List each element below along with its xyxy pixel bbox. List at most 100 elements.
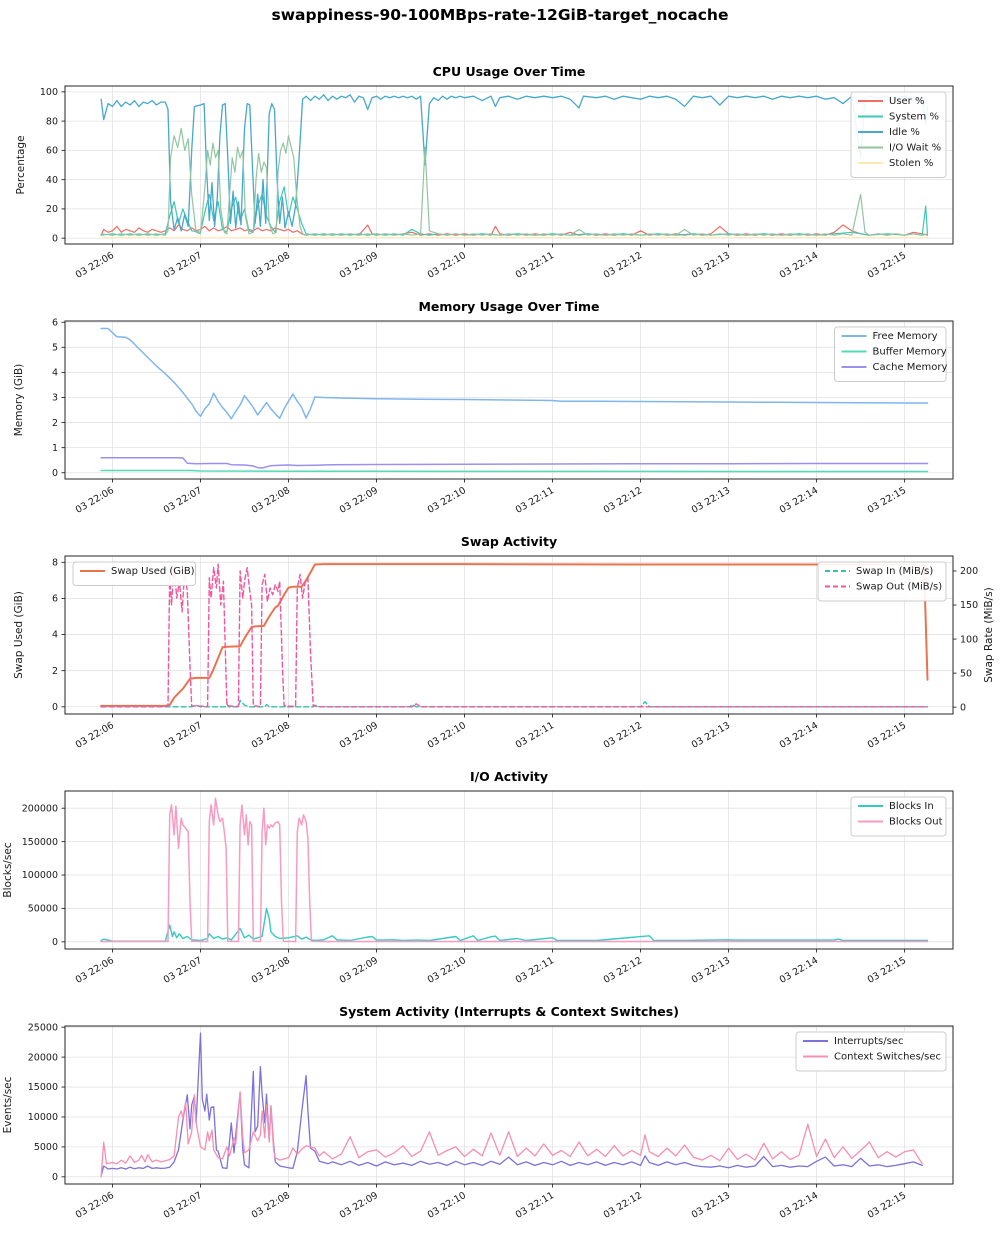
- legend-label-swap-in-mib-s: Swap In (MiB/s): [856, 566, 933, 577]
- x-tick-label: 03 22:10: [426, 485, 468, 516]
- sys-plot-svg: 03 22:06 03 22:07 03 22:08 03 22:09 03 22:10…: [2, 1004, 954, 1221]
- y-tick-label: 0: [52, 937, 58, 948]
- legend-label-context-switches-sec: Context Switches/sec: [834, 1052, 941, 1063]
- legend-label-i-o-wait: I/O Wait %: [889, 143, 941, 154]
- legend-label-system: System %: [889, 112, 939, 123]
- io-activity-chart: 03 22:06 03 22:07 03 22:08 03 22:09 03 22:10…: [0, 757, 1000, 997]
- y-tick-label: 6: [52, 317, 58, 328]
- axes-spines: [64, 555, 954, 715]
- y-tick-label: 200000: [22, 803, 58, 814]
- legend-label-free-memory: Free Memory: [873, 331, 938, 342]
- x-tick-label: 03 22:13: [690, 720, 732, 751]
- y-tick-label: 1: [52, 443, 58, 454]
- y-tick-label: 40: [46, 175, 58, 186]
- x-tick-label: 03 22:09: [338, 720, 380, 751]
- x-tick-label: 03 22:14: [778, 1190, 820, 1221]
- x-tick-label: 03 22:09: [338, 1190, 380, 1221]
- x-tick-label: 03 22:06: [74, 955, 116, 986]
- chart-title: System Activity (Interrupts & Context Sw…: [339, 1004, 679, 1019]
- x-tick-label: 03 22:11: [514, 250, 556, 281]
- y-tick-label: 60: [46, 146, 58, 157]
- x-tick-label: 03 22:11: [514, 485, 556, 516]
- y-tick-label: 0: [52, 468, 58, 479]
- y-tick-label: 100: [40, 87, 58, 98]
- x-tick-label: 03 22:15: [866, 1190, 908, 1221]
- legend-label-idle: Idle %: [889, 127, 920, 138]
- x-tick-label: 03 22:12: [602, 1190, 644, 1221]
- legend-label-interrupts-sec: Interrupts/sec: [834, 1036, 903, 1047]
- system-activity-chart: 03 22:06 03 22:07 03 22:08 03 22:09 03 22:10…: [0, 992, 1000, 1232]
- legend: Swap Used (GiB): [72, 561, 196, 586]
- x-tick-label: 03 22:09: [338, 485, 380, 516]
- series-line-swap-used-gib: [100, 563, 929, 707]
- y-tick-label: 8: [52, 558, 58, 569]
- y-tick-label: 80: [46, 116, 58, 127]
- x-tick-label: 03 22:12: [602, 720, 644, 751]
- y2-tick-label: 50: [960, 668, 972, 679]
- figure-suptitle: swappiness-90-100MBps-rate-12GiB-target_…: [271, 6, 729, 24]
- x-tick-label: 03 22:09: [338, 250, 380, 281]
- x-tick-label: 03 22:10: [426, 1190, 468, 1221]
- axes-spines: [64, 85, 954, 245]
- legend-label-blocks-in: Blocks In: [889, 801, 934, 812]
- y2-tick-label: 0: [960, 702, 966, 713]
- x-tick-label: 03 22:11: [514, 955, 556, 986]
- x-tick-label: 03 22:13: [690, 1190, 732, 1221]
- series-line-context-switches-sec: [100, 1091, 923, 1178]
- swap-plot-svg: 03 22:06 03 22:07 03 22:08 03 22:09 03 22:10…: [13, 534, 995, 751]
- legend-label-cache-memory: Cache Memory: [873, 362, 948, 373]
- y2-tick-label: 200: [960, 566, 978, 577]
- y-tick-label: 0: [52, 1172, 58, 1183]
- y-axis-label: Memory (GiB): [13, 364, 25, 437]
- chart-title: I/O Activity: [470, 769, 548, 784]
- y-tick-label: 5000: [34, 1142, 58, 1153]
- x-tick-label: 03 22:06: [74, 1190, 116, 1221]
- x-tick-label: 03 22:07: [162, 485, 204, 516]
- y-tick-label: 25000: [28, 1022, 58, 1033]
- axes-spines: [64, 320, 954, 480]
- x-tick-label: 03 22:13: [690, 250, 732, 281]
- legend: User % System % Idle % I/O Wait % Stolen %: [850, 91, 947, 178]
- y-axis-label: Events/sec: [2, 1076, 14, 1133]
- x-tick-label: 03 22:12: [602, 485, 644, 516]
- swap-activity-chart: 03 22:06 03 22:07 03 22:08 03 22:09 03 22:10…: [0, 522, 1000, 762]
- series-line-buffer-memory: [100, 469, 929, 473]
- x-tick-label: 03 22:11: [514, 1190, 556, 1221]
- x-tick-label: 03 22:08: [250, 485, 292, 516]
- x-tick-label: 03 22:15: [866, 720, 908, 751]
- y-axis-label: Blocks/sec: [2, 842, 14, 897]
- legend-label-buffer-memory: Buffer Memory: [873, 347, 947, 358]
- x-tick-label: 03 22:06: [74, 720, 116, 751]
- x-tick-label: 03 22:08: [250, 1190, 292, 1221]
- series-line-blocks-in: [100, 907, 929, 942]
- y-axis-label: Percentage: [15, 135, 27, 194]
- axes-spines: [64, 790, 954, 950]
- x-tick-label: 03 22:14: [778, 250, 820, 281]
- x-tick-label: 03 22:07: [162, 1190, 204, 1221]
- series-line-user: [100, 224, 929, 236]
- x-tick-label: 03 22:12: [602, 250, 644, 281]
- legend: Swap In (MiB/s) Swap Out (MiB/s): [817, 561, 947, 602]
- series-line-swap-in-mib-s: [100, 699, 929, 708]
- x-tick-label: 03 22:14: [778, 955, 820, 986]
- x-tick-label: 03 22:10: [426, 720, 468, 751]
- y-tick-label: 0: [52, 233, 58, 244]
- y-tick-label: 150000: [22, 837, 58, 848]
- y-tick-label: 3: [52, 393, 58, 404]
- io-plot-svg: 03 22:06 03 22:07 03 22:08 03 22:09 03 22:10…: [2, 769, 954, 986]
- legend: Interrupts/sec Context Switches/sec: [795, 1031, 947, 1072]
- x-tick-label: 03 22:08: [250, 955, 292, 986]
- x-tick-label: 03 22:08: [250, 720, 292, 751]
- y-tick-label: 20000: [28, 1052, 58, 1063]
- series-line-blocks-out: [100, 797, 929, 943]
- x-tick-label: 03 22:14: [778, 720, 820, 751]
- x-tick-label: 03 22:14: [778, 485, 820, 516]
- series-line-interrupts-sec: [100, 1032, 923, 1177]
- series-line-cache-memory: [100, 456, 929, 469]
- y2-axis-label: Swap Rate (MiB/s): [983, 587, 995, 682]
- series-line-free-memory: [100, 327, 929, 420]
- y-tick-label: 4: [52, 630, 58, 641]
- x-tick-label: 03 22:09: [338, 955, 380, 986]
- chart-title: CPU Usage Over Time: [433, 64, 586, 79]
- x-tick-label: 03 22:08: [250, 250, 292, 281]
